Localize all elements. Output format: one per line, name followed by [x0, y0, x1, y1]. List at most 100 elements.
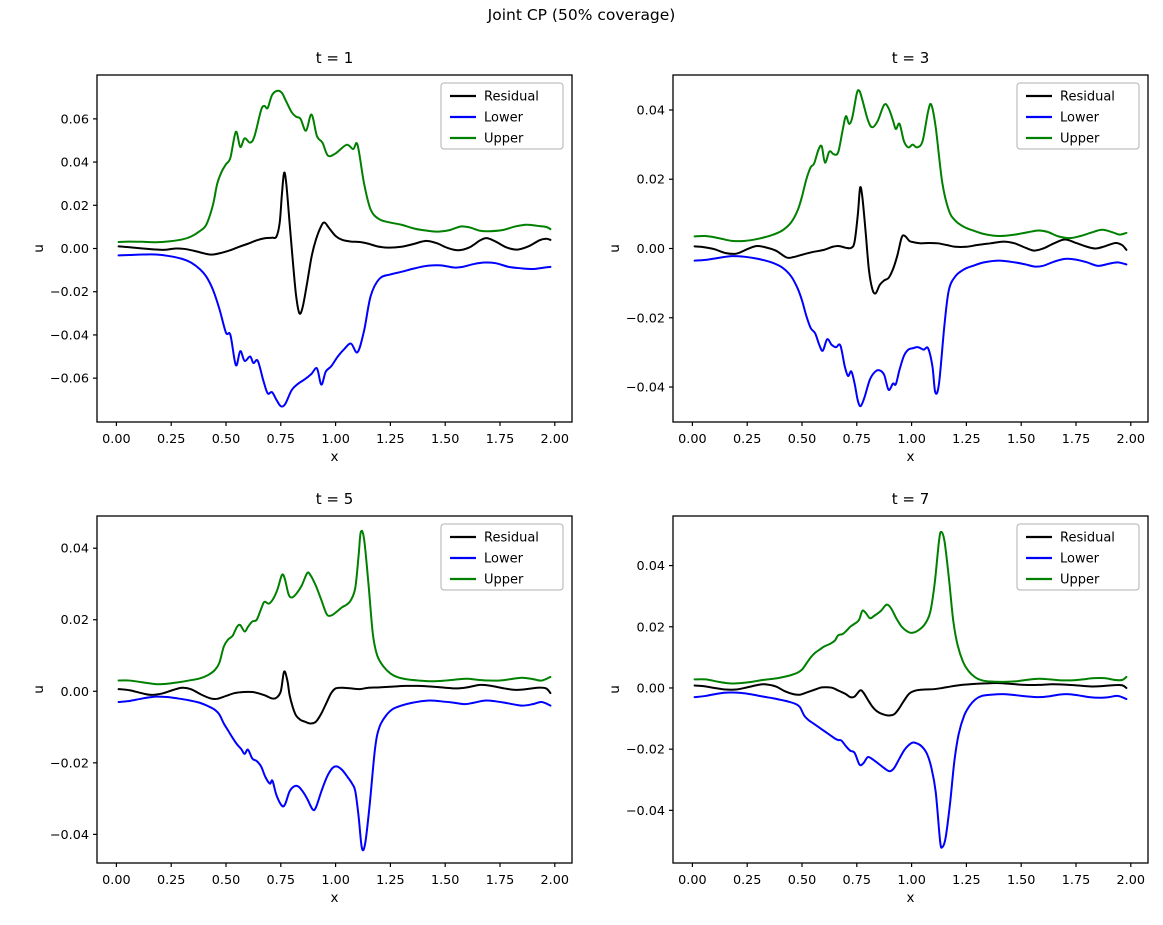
x-axis: 0.00 0.25 0.50 0.75 1.00 1.25 1.50 1.75 2.00 [678, 422, 1145, 447]
y-tick-label: 0.04 [637, 559, 666, 574]
line-lower [693, 255, 1128, 408]
y-tick-label: −0.04 [50, 328, 89, 343]
x-tick-label: 1.25 [376, 432, 405, 447]
y-tick-label: 0.06 [61, 112, 90, 127]
x-tick-label: 1.75 [486, 432, 515, 447]
y-tick-label: 0.00 [61, 685, 90, 700]
x-tick-label: 0.00 [102, 432, 131, 447]
x-tick-label: 1.25 [952, 432, 981, 447]
x-tick-label: 1.00 [321, 873, 350, 888]
subplot-title: t = 5 [316, 490, 354, 508]
line-upper [117, 529, 552, 686]
y-tick-label: −0.02 [626, 743, 665, 758]
subplot-title: t = 1 [316, 49, 354, 67]
x-tick-label: 1.00 [897, 873, 926, 888]
y-axis: −0.06 −0.04 −0.02 0.00 0.02 0.04 0.06 [50, 112, 97, 387]
y-tick-label: 0.04 [61, 156, 90, 171]
x-axis: 0.00 0.25 0.50 0.75 1.00 1.25 1.50 1.75 2.00 [102, 863, 569, 888]
y-tick-label: −0.02 [50, 285, 89, 300]
line-upper [117, 89, 552, 244]
x-tick-label: 1.50 [431, 432, 460, 447]
y-axis-label: u [607, 685, 623, 694]
y-axis-label: u [31, 685, 47, 694]
x-tick-label: 2.00 [541, 873, 570, 888]
y-axis-label: u [31, 244, 47, 253]
plot-frame [96, 515, 573, 864]
y-axis-label: u [607, 244, 623, 253]
x-tick-label: 0.00 [678, 873, 707, 888]
line-lower [693, 691, 1128, 849]
plot-canvas: t = 7 0.00 0.25 0.50 0.75 1.00 1.25 1.50 1.75 2.0… [607, 490, 1149, 906]
line-lower [117, 695, 552, 852]
x-tick-label: 0.75 [843, 432, 872, 447]
x-tick-label: 1.75 [1062, 873, 1091, 888]
y-axis: −0.04 −0.02 0.00 0.02 0.04 [626, 559, 673, 819]
x-axis-label: x [907, 449, 915, 465]
legend: Residual Lower Upper [440, 523, 564, 591]
line-residual [693, 186, 1128, 295]
x-tick-label: 0.50 [788, 432, 817, 447]
legend-label-upper: Upper [1060, 132, 1100, 147]
y-tick-label: −0.06 [50, 372, 89, 387]
y-axis: −0.04 −0.02 0.00 0.02 0.04 [50, 542, 97, 843]
plot-canvas: t = 3 0.00 0.25 0.50 0.75 1.00 1.25 1.50 1.75 2.0… [607, 49, 1149, 465]
y-tick-label: 0.00 [637, 681, 666, 696]
plot-frame [96, 74, 573, 423]
legend-label-lower: Lower [484, 552, 524, 567]
plot-frame [672, 74, 1149, 423]
x-tick-label: 2.00 [1117, 432, 1146, 447]
plot-canvas: t = 5 0.00 0.25 0.50 0.75 1.00 1.25 1.50 1.75 2.0… [31, 490, 573, 906]
y-tick-label: −0.04 [626, 804, 665, 819]
x-tick-label: 0.00 [678, 432, 707, 447]
x-tick-label: 0.75 [267, 432, 296, 447]
y-tick-label: −0.04 [50, 828, 89, 843]
y-tick-label: 0.02 [61, 199, 90, 214]
x-tick-label: 1.50 [1007, 873, 1036, 888]
x-tick-label: 2.00 [541, 432, 570, 447]
line-residual [693, 682, 1128, 717]
subplot-title: t = 7 [892, 490, 930, 508]
x-tick-label: 0.50 [212, 432, 241, 447]
y-tick-label: 0.02 [637, 620, 666, 635]
legend-label-upper: Upper [484, 132, 524, 147]
x-tick-label: 0.75 [843, 873, 872, 888]
x-tick-label: 1.50 [1007, 432, 1036, 447]
x-axis: 0.00 0.25 0.50 0.75 1.00 1.25 1.50 1.75 2.00 [678, 863, 1145, 888]
x-axis-label: x [907, 890, 915, 906]
legend-label-residual: Residual [484, 531, 539, 546]
x-tick-label: 1.25 [376, 873, 405, 888]
x-tick-label: 0.75 [267, 873, 296, 888]
subplot-t=5: t = 5 0.00 0.25 0.50 0.75 1.00 1.25 1.50 1.75 2.0… [0, 481, 582, 925]
x-tick-label: 2.00 [1117, 873, 1146, 888]
x-tick-label: 1.75 [1062, 432, 1091, 447]
legend-label-lower: Lower [484, 111, 524, 126]
y-tick-label: −0.04 [626, 381, 665, 396]
x-tick-label: 0.25 [157, 873, 186, 888]
subplot-t=1: t = 1 0.00 0.25 0.50 0.75 1.00 1.25 1.50 1.75 2.0… [0, 40, 582, 485]
line-residual [117, 670, 552, 725]
y-tick-label: 0.02 [61, 613, 90, 628]
y-tick-label: 0.00 [637, 242, 666, 257]
x-tick-label: 0.50 [788, 873, 817, 888]
subplot-t=3: t = 3 0.00 0.25 0.50 0.75 1.00 1.25 1.50 1.75 2.0… [581, 40, 1163, 485]
legend: Residual Lower Upper [1016, 82, 1140, 150]
y-tick-label: 0.00 [61, 242, 90, 257]
x-axis-label: x [331, 449, 339, 465]
y-tick-label: 0.02 [637, 173, 666, 188]
legend-label-upper: Upper [484, 573, 524, 588]
plot-frame [672, 515, 1149, 864]
y-tick-label: −0.02 [626, 311, 665, 326]
legend-label-residual: Residual [1060, 531, 1115, 546]
x-tick-label: 0.00 [102, 873, 131, 888]
subplot-title: t = 3 [892, 49, 930, 67]
x-tick-label: 1.00 [321, 432, 350, 447]
plot-canvas: t = 1 0.00 0.25 0.50 0.75 1.00 1.25 1.50 1.75 2.0… [31, 49, 573, 465]
y-tick-label: −0.02 [50, 756, 89, 771]
line-upper [693, 89, 1128, 243]
legend-label-lower: Lower [1060, 552, 1100, 567]
x-tick-label: 0.50 [212, 873, 241, 888]
x-axis-label: x [331, 890, 339, 906]
figure-title: Joint CP (50% coverage) [487, 6, 676, 24]
